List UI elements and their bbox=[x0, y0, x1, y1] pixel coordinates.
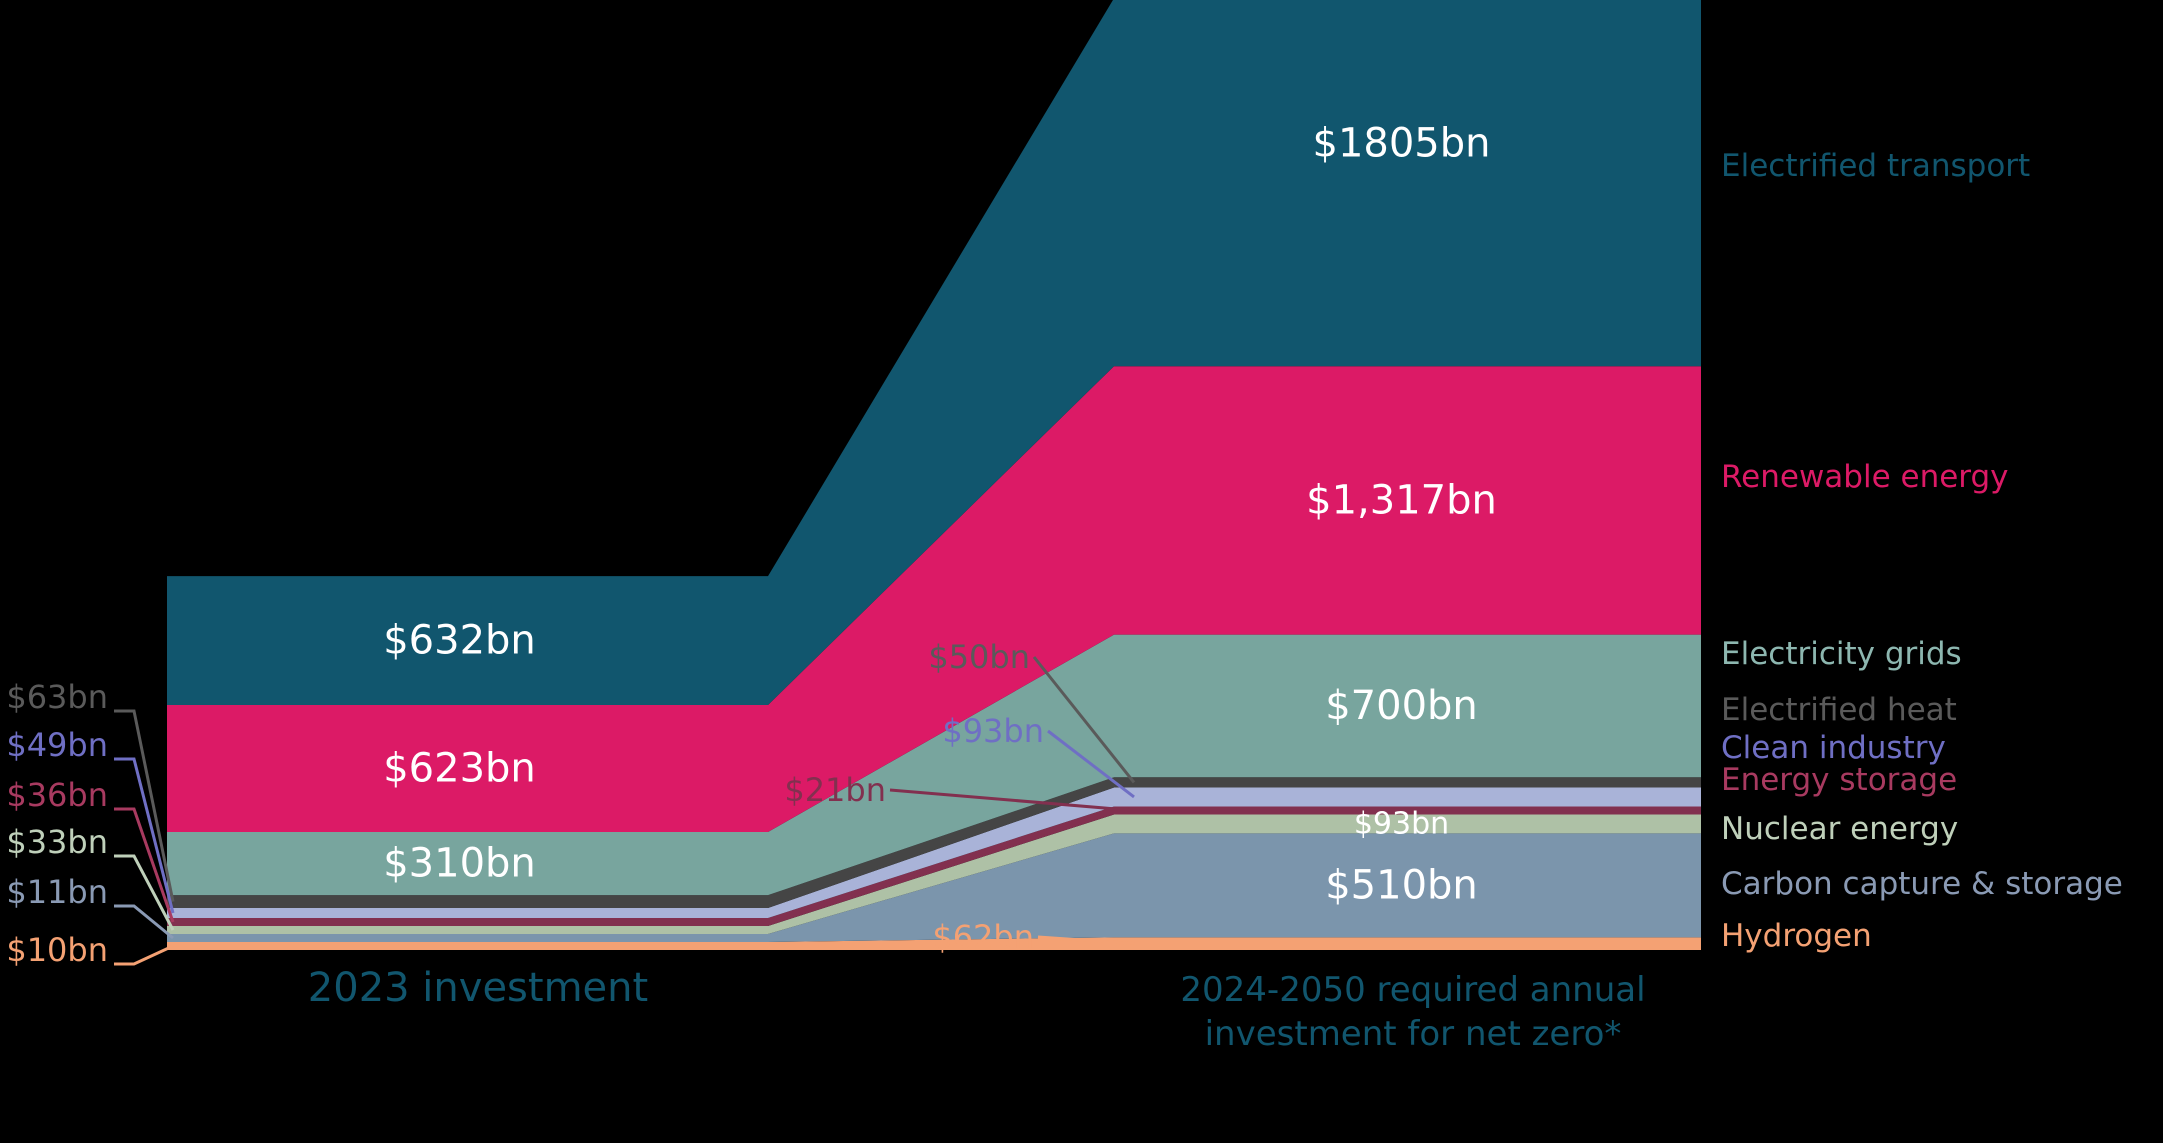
band-clean-industry bbox=[167, 787, 1701, 918]
callout-labels: $63bn $49bn $36bn $33bn $11bn $10bn $50bn $93bn… bbox=[6, 638, 1136, 969]
band-electricity-grids bbox=[167, 634, 1701, 896]
category-label-2050-line-1: 2024-2050 required annual bbox=[1180, 970, 1645, 1010]
callout-label-energy-storage-2050: $21bn bbox=[784, 771, 886, 809]
callout-label-carbon-capture-and-storage-2023: $11bn bbox=[6, 873, 108, 911]
value-label-electricity-grids-2050: $700bn bbox=[1325, 683, 1478, 729]
callout-line-hydrogen-2023 bbox=[114, 944, 174, 966]
category-label-2050-line-2: investment for net zero* bbox=[1205, 1014, 1622, 1054]
callout-label-clean-industry-2050: $93bn bbox=[942, 712, 1044, 750]
callout-line-carbon-capture-and-storage-2023 bbox=[114, 904, 174, 940]
value-label-nuclear-energy-2050: $93bn bbox=[1354, 806, 1449, 841]
legend-item-renewable-energy: Renewable energy bbox=[1721, 459, 2009, 495]
category-label-2023: 2023 investment bbox=[308, 965, 648, 1011]
value-label-renewable-energy-2023: $623bn bbox=[383, 745, 536, 791]
legend-item-electrified-transport: Electrified transport bbox=[1721, 148, 2030, 184]
value-label-electrified-transport-2023: $632bn bbox=[383, 618, 536, 664]
inside-value-labels: $310bn $623bn $632bn $510bn $93bn $700bn $1,31… bbox=[383, 120, 1497, 908]
legend-item-energy-storage: Energy storage bbox=[1721, 762, 1957, 798]
callout-label-hydrogen-2050: $62bn bbox=[932, 918, 1034, 956]
legend-item-electricity-grids: Electricity grids bbox=[1721, 636, 1962, 672]
legend-item-clean-industry: Clean industry bbox=[1721, 730, 1946, 766]
area-bands bbox=[167, 0, 1701, 950]
band-carbon-capture-and-storage bbox=[167, 833, 1701, 942]
category-labels: 2023 investment 2024-2050 required annual… bbox=[308, 965, 1646, 1054]
band-hydrogen bbox=[167, 937, 1701, 950]
legend-item-carbon-capture-and-storage: Carbon capture & storage bbox=[1721, 866, 2123, 902]
callout-line-energy-storage-2023 bbox=[114, 807, 175, 923]
callout-label-energy-storage-2023: $36bn bbox=[6, 776, 108, 814]
callout-line-hydrogen-2050 bbox=[1037, 935, 1135, 946]
callout-line-clean-industry-2023 bbox=[114, 757, 175, 914]
band-energy-storage bbox=[167, 806, 1701, 926]
callout-line-energy-storage-2050 bbox=[889, 788, 1135, 812]
callout-label-clean-industry-2023: $49bn bbox=[6, 726, 108, 764]
callout-line-electrified-heat-2050 bbox=[1032, 656, 1136, 784]
value-label-electrified-transport-2050: $1805bn bbox=[1313, 120, 1491, 166]
legend-item-hydrogen: Hydrogen bbox=[1721, 918, 1872, 954]
value-label-carbon-capture-and-storage-2050: $510bn bbox=[1325, 862, 1478, 908]
value-label-renewable-energy-2050: $1,317bn bbox=[1306, 477, 1497, 523]
legend: Hydrogen Carbon capture & storage Nuclear … bbox=[1721, 148, 2123, 954]
legend-item-electrified-heat: Electrified heat bbox=[1721, 692, 1957, 728]
callout-line-clean-industry-2050 bbox=[1047, 729, 1135, 799]
callout-label-hydrogen-2023: $10bn bbox=[6, 931, 108, 969]
callout-label-electrified-heat-2023: $63bn bbox=[6, 678, 108, 716]
callout-line-nuclear-energy-2023 bbox=[114, 854, 175, 931]
legend-item-nuclear-energy: Nuclear energy bbox=[1721, 811, 1958, 847]
value-label-electricity-grids-2023: $310bn bbox=[383, 841, 536, 887]
callout-label-electrified-heat-2050: $50bn bbox=[928, 638, 1030, 676]
callout-label-nuclear-energy-2023: $33bn bbox=[6, 823, 108, 861]
band-electrified-transport bbox=[167, 0, 1701, 706]
band-electrified-heat bbox=[167, 777, 1701, 909]
band-renewable-energy bbox=[167, 366, 1701, 832]
callout-line-electrified-heat-2023 bbox=[114, 709, 175, 902]
band-nuclear-energy bbox=[167, 814, 1701, 934]
